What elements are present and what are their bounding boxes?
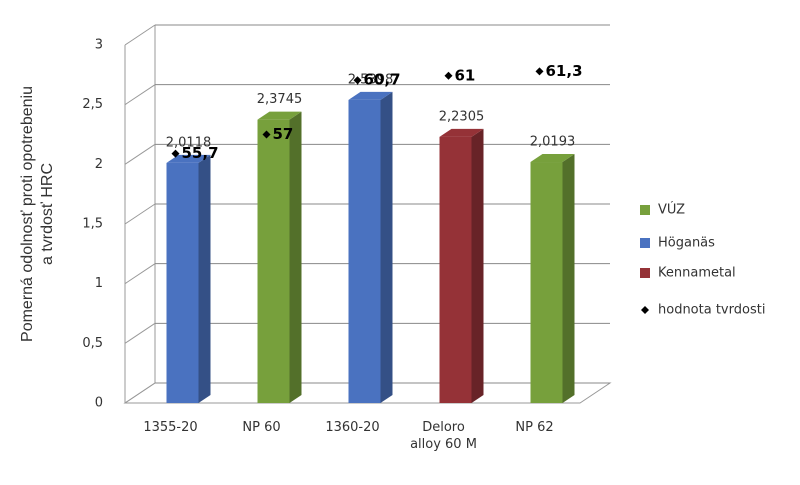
bar-side bbox=[289, 111, 302, 403]
bar-top bbox=[439, 128, 484, 137]
legend-marker bbox=[641, 306, 649, 314]
y-tick-label: 0,5 bbox=[82, 336, 103, 351]
data-label: 2,5398 bbox=[348, 72, 394, 87]
bar bbox=[530, 162, 563, 403]
bar-side bbox=[471, 128, 484, 403]
x-tick-label: NP 60 bbox=[242, 420, 281, 435]
bar-top bbox=[348, 91, 393, 100]
y-tick-label: 0 bbox=[95, 396, 103, 411]
y-tick-label: 3 bbox=[95, 38, 103, 53]
hardness-label: 61 bbox=[455, 66, 476, 84]
y-axis-title: Pomerná odolnosť proti opotrebeniu bbox=[19, 86, 36, 342]
legend-marker bbox=[640, 238, 650, 248]
hardness-marker bbox=[353, 76, 362, 85]
data-label: 2,3745 bbox=[257, 92, 303, 107]
grid-line bbox=[124, 263, 156, 285]
grid-line bbox=[124, 143, 156, 165]
bar-top bbox=[257, 111, 302, 120]
x-tick-label: 1360-20 bbox=[325, 420, 380, 435]
y-tick-label: 1,5 bbox=[82, 217, 103, 232]
legend-marker bbox=[640, 268, 650, 278]
x-tick-label: 1355-20 bbox=[143, 420, 198, 435]
grid-line bbox=[124, 203, 156, 225]
legend-label: VÚZ bbox=[658, 202, 685, 218]
legend-label: Höganäs bbox=[658, 236, 715, 251]
bar-side bbox=[380, 91, 393, 403]
data-label: 2,2305 bbox=[439, 109, 485, 124]
bar bbox=[166, 162, 199, 403]
x-tick-label: NP 62 bbox=[515, 420, 554, 435]
hardness-marker bbox=[171, 149, 180, 158]
legend-marker bbox=[640, 205, 650, 215]
hardness-label: 61,3 bbox=[546, 62, 583, 80]
bar bbox=[348, 99, 381, 403]
bar-top bbox=[530, 154, 575, 163]
bar-side bbox=[198, 154, 211, 403]
grid-line bbox=[124, 322, 156, 344]
hardness-label: 57 bbox=[273, 125, 294, 143]
bar-side bbox=[562, 154, 575, 403]
hardness-marker bbox=[444, 71, 453, 80]
hardness-label: 55,7 bbox=[182, 144, 219, 162]
y-tick-label: 1 bbox=[95, 276, 103, 291]
legend-label: Kennametal bbox=[658, 266, 736, 281]
bar-top bbox=[166, 154, 211, 163]
y-tick-label: 2,5 bbox=[82, 97, 103, 112]
grid-line bbox=[124, 382, 156, 404]
bar bbox=[257, 119, 290, 403]
x-tick-label: Deloro alloy 60 M bbox=[410, 420, 477, 452]
data-label: 2,0118 bbox=[166, 135, 212, 150]
grid-line bbox=[124, 84, 156, 106]
y-tick-label: 2 bbox=[95, 157, 103, 172]
hardness-label: 60,7 bbox=[364, 71, 401, 89]
grid-line bbox=[124, 24, 156, 46]
bar bbox=[439, 136, 472, 403]
hardness-marker bbox=[262, 130, 271, 139]
legend-label: hodnota tvrdosti bbox=[658, 303, 765, 318]
y-axis-title: a tvrdosť HRC bbox=[39, 163, 56, 265]
hardness-marker bbox=[535, 67, 544, 76]
data-label: 2,0193 bbox=[530, 135, 576, 150]
